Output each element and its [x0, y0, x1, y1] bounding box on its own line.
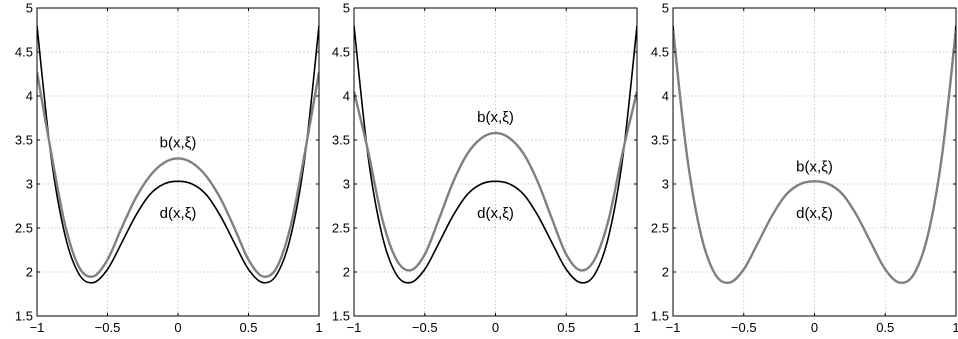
- x-tick-label: 1: [952, 320, 958, 335]
- y-tick-label: 1.5: [651, 309, 669, 324]
- x-tick-label: −1: [666, 320, 681, 335]
- y-tick-label: 4.5: [332, 45, 350, 60]
- y-tick-label: 3: [26, 177, 33, 192]
- x-tick-label: 0: [811, 320, 818, 335]
- y-tick-label: 2.5: [15, 221, 33, 236]
- annotation-d: d(x,ξ): [160, 205, 197, 222]
- x-tick-label: −1: [347, 320, 362, 335]
- y-tick-label: 3: [662, 177, 669, 192]
- x-tick-label: −0.5: [412, 320, 438, 335]
- series-line-b: [37, 72, 319, 278]
- series-line-b: [354, 91, 637, 272]
- x-tick-label: 0: [174, 320, 181, 335]
- y-tick-label: 2: [26, 265, 33, 280]
- x-tick-label: 0.5: [239, 320, 257, 335]
- chart-panel-1: −1 −0.5 0 0.5 1 1.5 2 2.5 3 3.5 4 4.5 5 b(x,ξ) d(x,ξ): [15, 1, 323, 336]
- series-line-d: [354, 25, 637, 284]
- y-tick-label: 4: [343, 89, 350, 104]
- x-tick-label: 0.5: [557, 320, 575, 335]
- axes-frame: [353, 7, 638, 317]
- y-tick-label: 2: [662, 265, 669, 280]
- annotation-d: d(x,ξ): [477, 205, 514, 222]
- series-line-b: [673, 29, 956, 284]
- y-tick-label: 4: [26, 89, 33, 104]
- y-tick-label: 1.5: [332, 309, 350, 324]
- y-tick-label: 5: [343, 1, 350, 16]
- y-tick-label: 4.5: [15, 45, 33, 60]
- y-tick-label: 2.5: [651, 221, 669, 236]
- y-tick-label: 2: [343, 265, 350, 280]
- y-tick-label: 5: [26, 1, 33, 16]
- x-tick-label: −0.5: [95, 320, 121, 335]
- annotation-b: b(x,ξ): [796, 158, 833, 175]
- y-tick-label: 3: [343, 177, 350, 192]
- x-tick-label: 0: [492, 320, 499, 335]
- annotation-b: b(x,ξ): [477, 109, 514, 126]
- x-tick-label: 1: [315, 320, 322, 335]
- y-tick-label: 3.5: [332, 133, 350, 148]
- y-tick-label: 2.5: [332, 221, 350, 236]
- x-tick-label: 0.5: [876, 320, 894, 335]
- y-tick-label: 1.5: [15, 309, 33, 324]
- annotation-d: d(x,ξ): [796, 205, 833, 222]
- x-tick-label: 1: [633, 320, 640, 335]
- annotation-b: b(x,ξ): [160, 135, 197, 152]
- y-tick-label: 4.5: [651, 45, 669, 60]
- y-tick-label: 3.5: [651, 133, 669, 148]
- chart-panel-2: −1 −0.5 0 0.5 1 1.5 2 2.5 3 3.5 4 4.5 5 b(x,ξ) d(x,ξ): [332, 1, 641, 336]
- x-tick-label: −0.5: [731, 320, 757, 335]
- y-tick-label: 3.5: [15, 133, 33, 148]
- series-line-d: [37, 25, 319, 284]
- y-tick-label: 5: [662, 1, 669, 16]
- chart-panel-3: −1 −0.5 0 0.5 1 1.5 2 2.5 3 3.5 4 4.5 5 b(x,ξ) d(x,ξ): [651, 1, 958, 336]
- y-tick-label: 4: [662, 89, 669, 104]
- x-tick-label: −1: [30, 320, 45, 335]
